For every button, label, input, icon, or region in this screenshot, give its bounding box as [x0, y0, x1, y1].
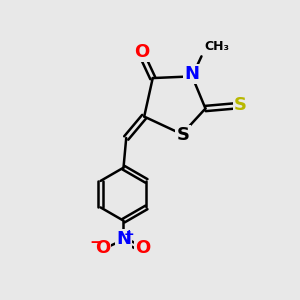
Text: O: O: [95, 239, 110, 257]
Text: CH₃: CH₃: [204, 40, 230, 53]
Text: O: O: [135, 239, 150, 257]
Text: N: N: [116, 230, 131, 248]
Text: S: S: [177, 126, 190, 144]
Text: O: O: [134, 43, 149, 61]
Text: N: N: [184, 65, 200, 83]
Text: S: S: [234, 96, 247, 114]
Text: −: −: [89, 235, 102, 250]
Text: +: +: [124, 228, 134, 241]
